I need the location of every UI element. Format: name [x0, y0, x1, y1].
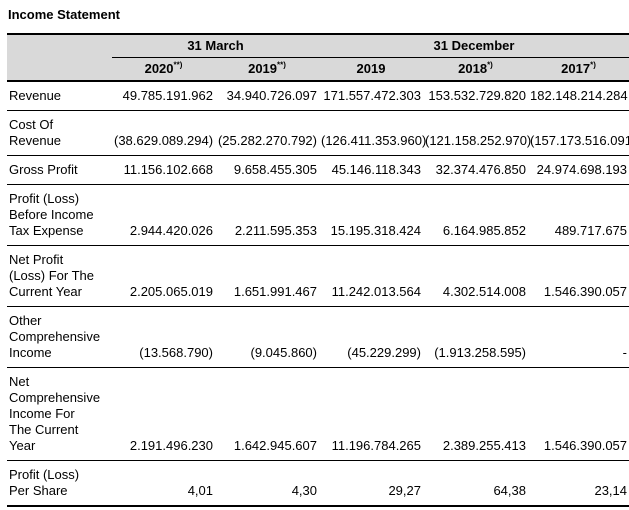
table-row-other-comprehensive-income: Other Comprehensive Income (13.568.790) … [7, 306, 629, 368]
cell-value: (121.158.252.970) [423, 110, 531, 156]
cell-value: 2.191.496.230 [112, 367, 215, 461]
cell-value: 489.717.675 [528, 184, 629, 246]
cell-value: 2.944.420.026 [112, 184, 215, 246]
label-column-header-empty [7, 34, 112, 58]
col-header-december-2018: 2018*) [423, 57, 528, 82]
cell-value: 2.211.595.353 [215, 184, 319, 246]
footnote-mark: *) [590, 60, 596, 70]
cell-value: 32.374.476.850 [423, 155, 528, 185]
col-header-march-2020: 2020**) [112, 57, 215, 82]
cell-value: 15.195.318.424 [319, 184, 423, 246]
page-title: Income Statement [8, 7, 120, 22]
cell-value: 2.389.255.413 [423, 367, 528, 461]
cell-value: 64,38 [423, 460, 528, 507]
cell-value: 34.940.726.097 [215, 81, 319, 111]
cell-value: - [528, 306, 629, 368]
table-row-cost-of-revenue: Cost Of Revenue (38.629.089.294) (25.282… [7, 110, 629, 156]
year-header-row: 2020**) 2019**) 2019 2018*) 2017*) [7, 57, 629, 82]
cell-value: 4.302.514.008 [423, 245, 528, 307]
cell-value: 4,30 [215, 460, 319, 507]
cell-value: 45.146.118.343 [319, 155, 423, 185]
cell-value: 49.785.191.962 [112, 81, 215, 111]
period-header-row: 31 March 31 December [7, 34, 629, 58]
row-label: Profit (Loss) Per Share [7, 460, 112, 507]
label-column-header-empty [7, 57, 112, 82]
cell-value: (13.568.790) [112, 306, 215, 368]
cell-value: (126.411.353.960) [319, 110, 426, 156]
cell-value: 24.974.698.193 [528, 155, 629, 185]
row-label: Revenue [7, 81, 112, 111]
row-label: Net Profit (Loss) For The Current Year [7, 245, 112, 307]
cell-value: (25.282.270.792) [215, 110, 319, 156]
table-row-net-profit-current-year: Net Profit (Loss) For The Current Year 2… [7, 245, 629, 307]
row-label: Cost Of Revenue [7, 110, 112, 156]
footnote-mark: **) [173, 60, 183, 70]
cell-value: 6.164.985.852 [423, 184, 528, 246]
table-row-profit-per-share: Profit (Loss) Per Share 4,01 4,30 29,27 … [7, 460, 629, 507]
footnote-mark: **) [277, 60, 286, 70]
cell-value: (157.173.516.091) [528, 110, 629, 156]
col-header-december-2019: 2019 [319, 57, 423, 82]
cell-value: 9.658.455.305 [215, 155, 319, 185]
cell-value: 29,27 [319, 460, 423, 507]
cell-value: 1.546.390.057 [528, 367, 629, 461]
cell-value: 4,01 [112, 460, 215, 507]
cell-value: 11.196.784.265 [319, 367, 423, 461]
col-header-march-2019: 2019**) [215, 57, 319, 82]
cell-value: 182.148.214.284 [528, 81, 629, 111]
table-row-net-comprehensive-income: Net Comprehensive Income For The Current… [7, 367, 629, 461]
col-header-december-2017: 2017*) [528, 57, 629, 82]
cell-value: 2.205.065.019 [112, 245, 215, 307]
income-statement-page: Income Statement 31 March 31 December 20… [0, 7, 629, 507]
table-row-profit-before-income-tax: Profit (Loss) Before Income Tax Expense … [7, 184, 629, 246]
cell-value: 23,14 [528, 460, 629, 507]
cell-value: 1.546.390.057 [528, 245, 629, 307]
cell-value: 1.642.945.607 [215, 367, 319, 461]
cell-value: 171.557.472.303 [319, 81, 423, 111]
col-group-31-december: 31 December [319, 34, 629, 58]
cell-value: (1.913.258.595) [423, 306, 528, 368]
cell-value: (38.629.089.294) [112, 110, 215, 156]
income-statement-table: 31 March 31 December 2020**) 2019**) 201… [7, 33, 629, 507]
cell-value: 1.651.991.467 [215, 245, 319, 307]
cell-value: (45.229.299) [319, 306, 423, 368]
footnote-mark: *) [487, 60, 493, 70]
cell-value: 153.532.729.820 [423, 81, 528, 111]
cell-value: 11.156.102.668 [112, 155, 215, 185]
cell-value: (9.045.860) [215, 306, 319, 368]
col-group-31-march: 31 March [112, 34, 319, 58]
table-row-gross-profit: Gross Profit 11.156.102.668 9.658.455.30… [7, 155, 629, 185]
row-label: Other Comprehensive Income [7, 306, 112, 368]
row-label: Gross Profit [7, 155, 112, 185]
row-label: Profit (Loss) Before Income Tax Expense [7, 184, 112, 246]
table-row-revenue: Revenue 49.785.191.962 34.940.726.097 17… [7, 81, 629, 111]
row-label: Net Comprehensive Income For The Current… [7, 367, 112, 461]
cell-value: 11.242.013.564 [319, 245, 423, 307]
